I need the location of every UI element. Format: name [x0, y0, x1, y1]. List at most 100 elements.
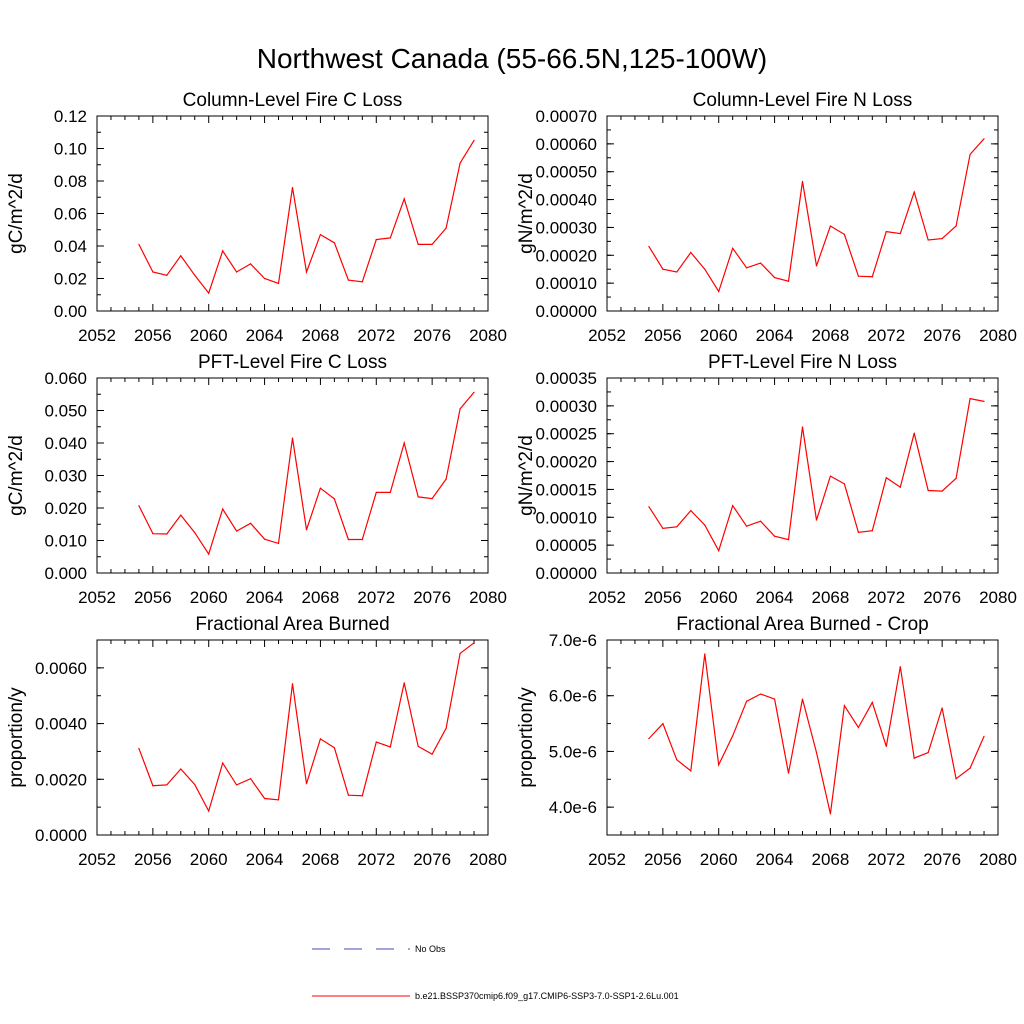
data-point: [403, 682, 405, 684]
data-point: [319, 487, 322, 489]
data-point: [459, 408, 461, 410]
x-tick-label: 2076: [923, 850, 961, 869]
y-tick-label: 5.0e-6: [549, 742, 597, 761]
y-tick-label: 0.000: [44, 564, 87, 583]
data-point: [473, 642, 475, 644]
y-tick-label: 0.00035: [536, 369, 597, 388]
data-point: [333, 498, 335, 500]
data-point: [138, 747, 140, 749]
data-point: [347, 538, 349, 541]
data-point: [431, 497, 433, 500]
data-point: [773, 698, 776, 700]
data-point: [194, 532, 196, 534]
data-point: [885, 477, 887, 479]
x-tick-label: 2060: [700, 588, 738, 607]
data-point: [704, 653, 706, 655]
x-tick-label: 2072: [867, 588, 905, 607]
x-tick-label: 2076: [413, 326, 451, 345]
data-point: [983, 735, 985, 737]
y-tick-label: 0.0060: [35, 659, 87, 678]
data-point: [222, 762, 224, 764]
data-point: [801, 426, 804, 428]
data-point: [718, 550, 720, 552]
data-point: [291, 186, 294, 189]
data-point: [305, 783, 308, 785]
data-point: [857, 531, 859, 533]
data-point: [417, 745, 419, 748]
data-point: [319, 234, 322, 236]
data-point: [403, 442, 405, 444]
data-point: [152, 271, 154, 273]
data-point: [250, 263, 252, 265]
data-point: [871, 276, 873, 278]
plot-frame: [96, 377, 489, 574]
legend: No Obs b.e21.BSSP370cmip6.f09_g17.CMIP6-S…: [312, 944, 679, 1001]
data-point: [690, 770, 692, 772]
data-point: [152, 785, 154, 787]
data-point: [361, 281, 363, 283]
series-line: [648, 653, 985, 814]
data-point: [815, 265, 818, 267]
data-point: [885, 745, 887, 748]
data-point: [222, 508, 224, 510]
data-point: [704, 268, 706, 270]
series-line: [138, 140, 475, 295]
data-point: [732, 504, 734, 507]
data-point: [690, 510, 692, 512]
data-point: [718, 290, 720, 293]
x-tick-label: 2056: [644, 850, 682, 869]
data-point: [648, 245, 650, 247]
panel-title: Column-Level Fire C Loss: [183, 90, 403, 111]
y-tick-label: 0.0000: [35, 826, 87, 845]
x-tick-label: 2068: [812, 588, 850, 607]
data-point: [690, 251, 692, 254]
y-tick-label: 0.00005: [536, 536, 597, 555]
chart-panel-1: Column-Level Fire C Loss 2052 2056 2060 2064…: [6, 90, 507, 345]
data-point: [180, 514, 182, 516]
x-tick-label: 2056: [644, 326, 682, 345]
y-tick-label: 0.02: [54, 270, 87, 289]
y-tick-label: 0.030: [44, 467, 87, 486]
data-point: [857, 275, 859, 277]
chart-panel-3: PFT-Level Fire C Loss 2052 2056 2060 2064 206…: [6, 352, 507, 607]
plot-frame: [96, 115, 489, 312]
data-point: [305, 529, 308, 531]
data-point: [417, 496, 419, 498]
data-point: [927, 751, 929, 754]
data-point: [222, 250, 224, 252]
chart-panel-4: PFT-Level Fire N Loss 2052 2056 2060 2064 206…: [516, 352, 1017, 607]
data-point: [913, 757, 915, 759]
data-point: [760, 520, 762, 522]
x-tick-label: 2068: [812, 850, 850, 869]
data-point: [389, 237, 391, 239]
x-tick-label: 2064: [756, 588, 794, 607]
legend-label: b.e21.BSSP370cmip6.f09_g17.CMIP6-SSP3-7.…: [415, 991, 679, 1001]
plot-frame: [606, 115, 999, 312]
y-tick-label: 0.00000: [536, 564, 597, 583]
data-point: [250, 778, 252, 780]
y-axis-label: proportion/y: [6, 687, 27, 788]
data-point: [760, 262, 762, 264]
panel-title: PFT-Level Fire N Loss: [708, 352, 897, 373]
data-point: [913, 191, 915, 193]
data-point: [333, 747, 335, 749]
data-point: [746, 267, 748, 269]
data-point: [955, 225, 957, 227]
data-point: [166, 274, 168, 276]
y-tick-label: 0.010: [44, 532, 87, 551]
data-point: [291, 437, 294, 439]
data-point: [927, 489, 929, 492]
data-point: [277, 282, 280, 284]
data-point: [927, 239, 929, 241]
y-tick-label: 0.08: [54, 172, 87, 191]
plot-frame: [606, 377, 999, 574]
x-tick-label: 2060: [190, 326, 228, 345]
data-point: [166, 784, 168, 786]
data-point: [194, 783, 196, 786]
data-point: [969, 153, 971, 156]
data-point: [787, 538, 790, 541]
data-point: [445, 227, 447, 229]
data-point: [787, 772, 790, 774]
y-tick-label: 0.00070: [536, 107, 597, 126]
x-tick-label: 2052: [588, 588, 626, 607]
